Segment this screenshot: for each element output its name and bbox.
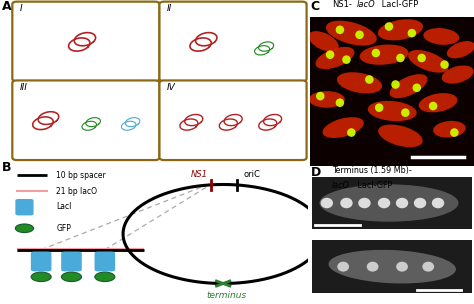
Text: I: I	[20, 4, 23, 13]
FancyBboxPatch shape	[12, 81, 159, 160]
Circle shape	[365, 75, 374, 84]
Ellipse shape	[447, 41, 474, 58]
Circle shape	[414, 198, 426, 208]
Circle shape	[396, 54, 405, 62]
Circle shape	[450, 128, 459, 137]
Circle shape	[316, 92, 325, 100]
Text: III: III	[20, 83, 28, 92]
Text: LacI-GFP: LacI-GFP	[379, 0, 419, 9]
Circle shape	[342, 55, 351, 64]
FancyBboxPatch shape	[12, 2, 159, 81]
Circle shape	[337, 262, 349, 272]
Circle shape	[326, 50, 334, 59]
Ellipse shape	[322, 117, 364, 138]
Circle shape	[340, 198, 353, 208]
Circle shape	[440, 60, 449, 69]
Text: LacI-GFP: LacI-GFP	[355, 181, 392, 190]
Circle shape	[336, 26, 344, 34]
Ellipse shape	[442, 65, 474, 84]
Circle shape	[62, 272, 82, 282]
Ellipse shape	[378, 125, 423, 147]
Circle shape	[336, 98, 344, 107]
FancyBboxPatch shape	[310, 16, 474, 166]
Circle shape	[378, 198, 390, 208]
Ellipse shape	[309, 91, 345, 108]
Ellipse shape	[319, 184, 458, 222]
Circle shape	[356, 30, 364, 39]
Circle shape	[432, 198, 444, 208]
Text: B: B	[2, 161, 11, 174]
FancyBboxPatch shape	[159, 81, 307, 160]
Circle shape	[347, 128, 356, 137]
Ellipse shape	[408, 50, 448, 73]
Text: LacI: LacI	[56, 202, 72, 211]
Circle shape	[358, 198, 371, 208]
Circle shape	[15, 224, 34, 233]
Circle shape	[396, 262, 408, 272]
FancyBboxPatch shape	[15, 199, 34, 216]
Ellipse shape	[378, 19, 423, 40]
Ellipse shape	[328, 250, 456, 283]
FancyBboxPatch shape	[312, 177, 473, 229]
Ellipse shape	[433, 121, 466, 138]
Ellipse shape	[308, 31, 339, 52]
Ellipse shape	[390, 74, 428, 98]
Circle shape	[31, 272, 51, 282]
Text: II: II	[167, 4, 172, 13]
Circle shape	[422, 262, 434, 272]
Circle shape	[391, 80, 400, 89]
FancyBboxPatch shape	[312, 240, 473, 293]
Ellipse shape	[337, 72, 382, 93]
Text: GFP: GFP	[56, 224, 71, 233]
Circle shape	[396, 198, 408, 208]
Text: A: A	[2, 0, 11, 13]
Ellipse shape	[368, 101, 417, 121]
Text: terminus: terminus	[206, 291, 246, 300]
FancyBboxPatch shape	[61, 252, 82, 271]
Text: D: D	[310, 166, 321, 179]
Text: oriC: oriC	[243, 170, 260, 179]
Text: NS1: NS1	[191, 170, 208, 179]
Text: lacO: lacO	[332, 181, 349, 190]
Circle shape	[408, 29, 416, 37]
Text: lacO: lacO	[356, 0, 375, 9]
FancyBboxPatch shape	[159, 2, 307, 81]
Circle shape	[401, 108, 410, 117]
Circle shape	[412, 84, 421, 92]
Circle shape	[385, 22, 393, 31]
FancyBboxPatch shape	[94, 252, 115, 271]
Circle shape	[375, 103, 383, 112]
Ellipse shape	[360, 45, 409, 65]
Ellipse shape	[419, 93, 457, 112]
Text: C: C	[310, 0, 319, 13]
Circle shape	[372, 49, 380, 57]
Circle shape	[429, 102, 438, 110]
Text: 21 bp lacO: 21 bp lacO	[56, 187, 97, 196]
Text: Terminus (1.59 Mb)-: Terminus (1.59 Mb)-	[332, 166, 411, 175]
Text: IV: IV	[167, 83, 176, 92]
Circle shape	[418, 54, 426, 62]
Text: 10 bp spacer: 10 bp spacer	[56, 171, 106, 180]
Circle shape	[367, 262, 379, 272]
Ellipse shape	[316, 47, 355, 69]
Text: NS1-: NS1-	[332, 0, 352, 9]
FancyBboxPatch shape	[31, 252, 52, 271]
Ellipse shape	[423, 28, 459, 45]
Circle shape	[95, 272, 115, 282]
Ellipse shape	[326, 21, 377, 46]
Circle shape	[320, 198, 333, 208]
